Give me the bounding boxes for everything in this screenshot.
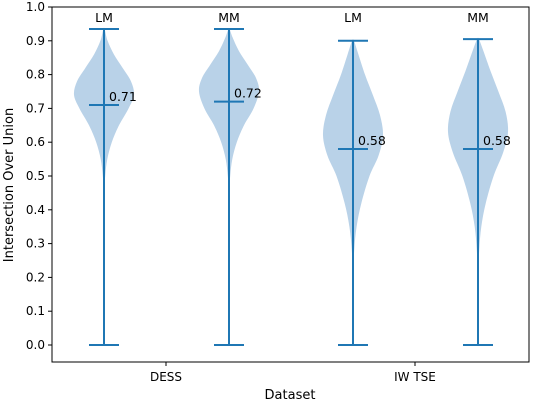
y-tick-label: 0.4 xyxy=(26,203,45,217)
x-tick-label: IW TSE xyxy=(394,370,436,384)
x-tick-label: DESS xyxy=(150,370,182,384)
violins-layer xyxy=(73,27,509,346)
y-axis-label: Intersection Over Union xyxy=(2,108,17,262)
x-axis: DESS IW TSE xyxy=(150,362,436,384)
y-tick-label: 0.1 xyxy=(26,304,45,318)
violin-group-label-2: MM xyxy=(218,10,240,25)
x-axis-label: Dataset xyxy=(265,388,316,402)
y-axis: 0.0 0.1 0.2 0.3 0.4 0.5 0.6 0.7 0.8 0.9 1.0 xyxy=(26,0,52,352)
y-tick-label: 0.7 xyxy=(26,101,45,115)
violin-group-label-1: LM xyxy=(95,10,113,25)
y-tick-label: 0.6 xyxy=(26,135,45,149)
mean-value-label-4: 0.58 xyxy=(483,133,511,148)
stats-layer xyxy=(89,27,493,346)
violin-group-label-4: MM xyxy=(467,10,489,25)
y-tick-label: 0.8 xyxy=(26,68,45,82)
mean-value-label-3: 0.58 xyxy=(358,133,386,148)
y-tick-label: 0.3 xyxy=(26,237,45,251)
plot-frame xyxy=(51,6,530,363)
y-tick-label: 0.0 xyxy=(26,338,45,352)
violin-group-label-3: LM xyxy=(344,10,362,25)
mean-value-label-2: 0.72 xyxy=(234,86,262,101)
y-tick-label: 1.0 xyxy=(26,0,45,14)
y-tick-label: 0.2 xyxy=(26,270,45,284)
mean-value-label-1: 0.71 xyxy=(109,89,137,104)
labels-layer: 0.71 LM 0.72 MM 0.58 LM 0.58 MM xyxy=(95,10,511,148)
y-tick-label: 0.5 xyxy=(26,169,45,183)
y-tick-label: 0.9 xyxy=(26,34,45,48)
